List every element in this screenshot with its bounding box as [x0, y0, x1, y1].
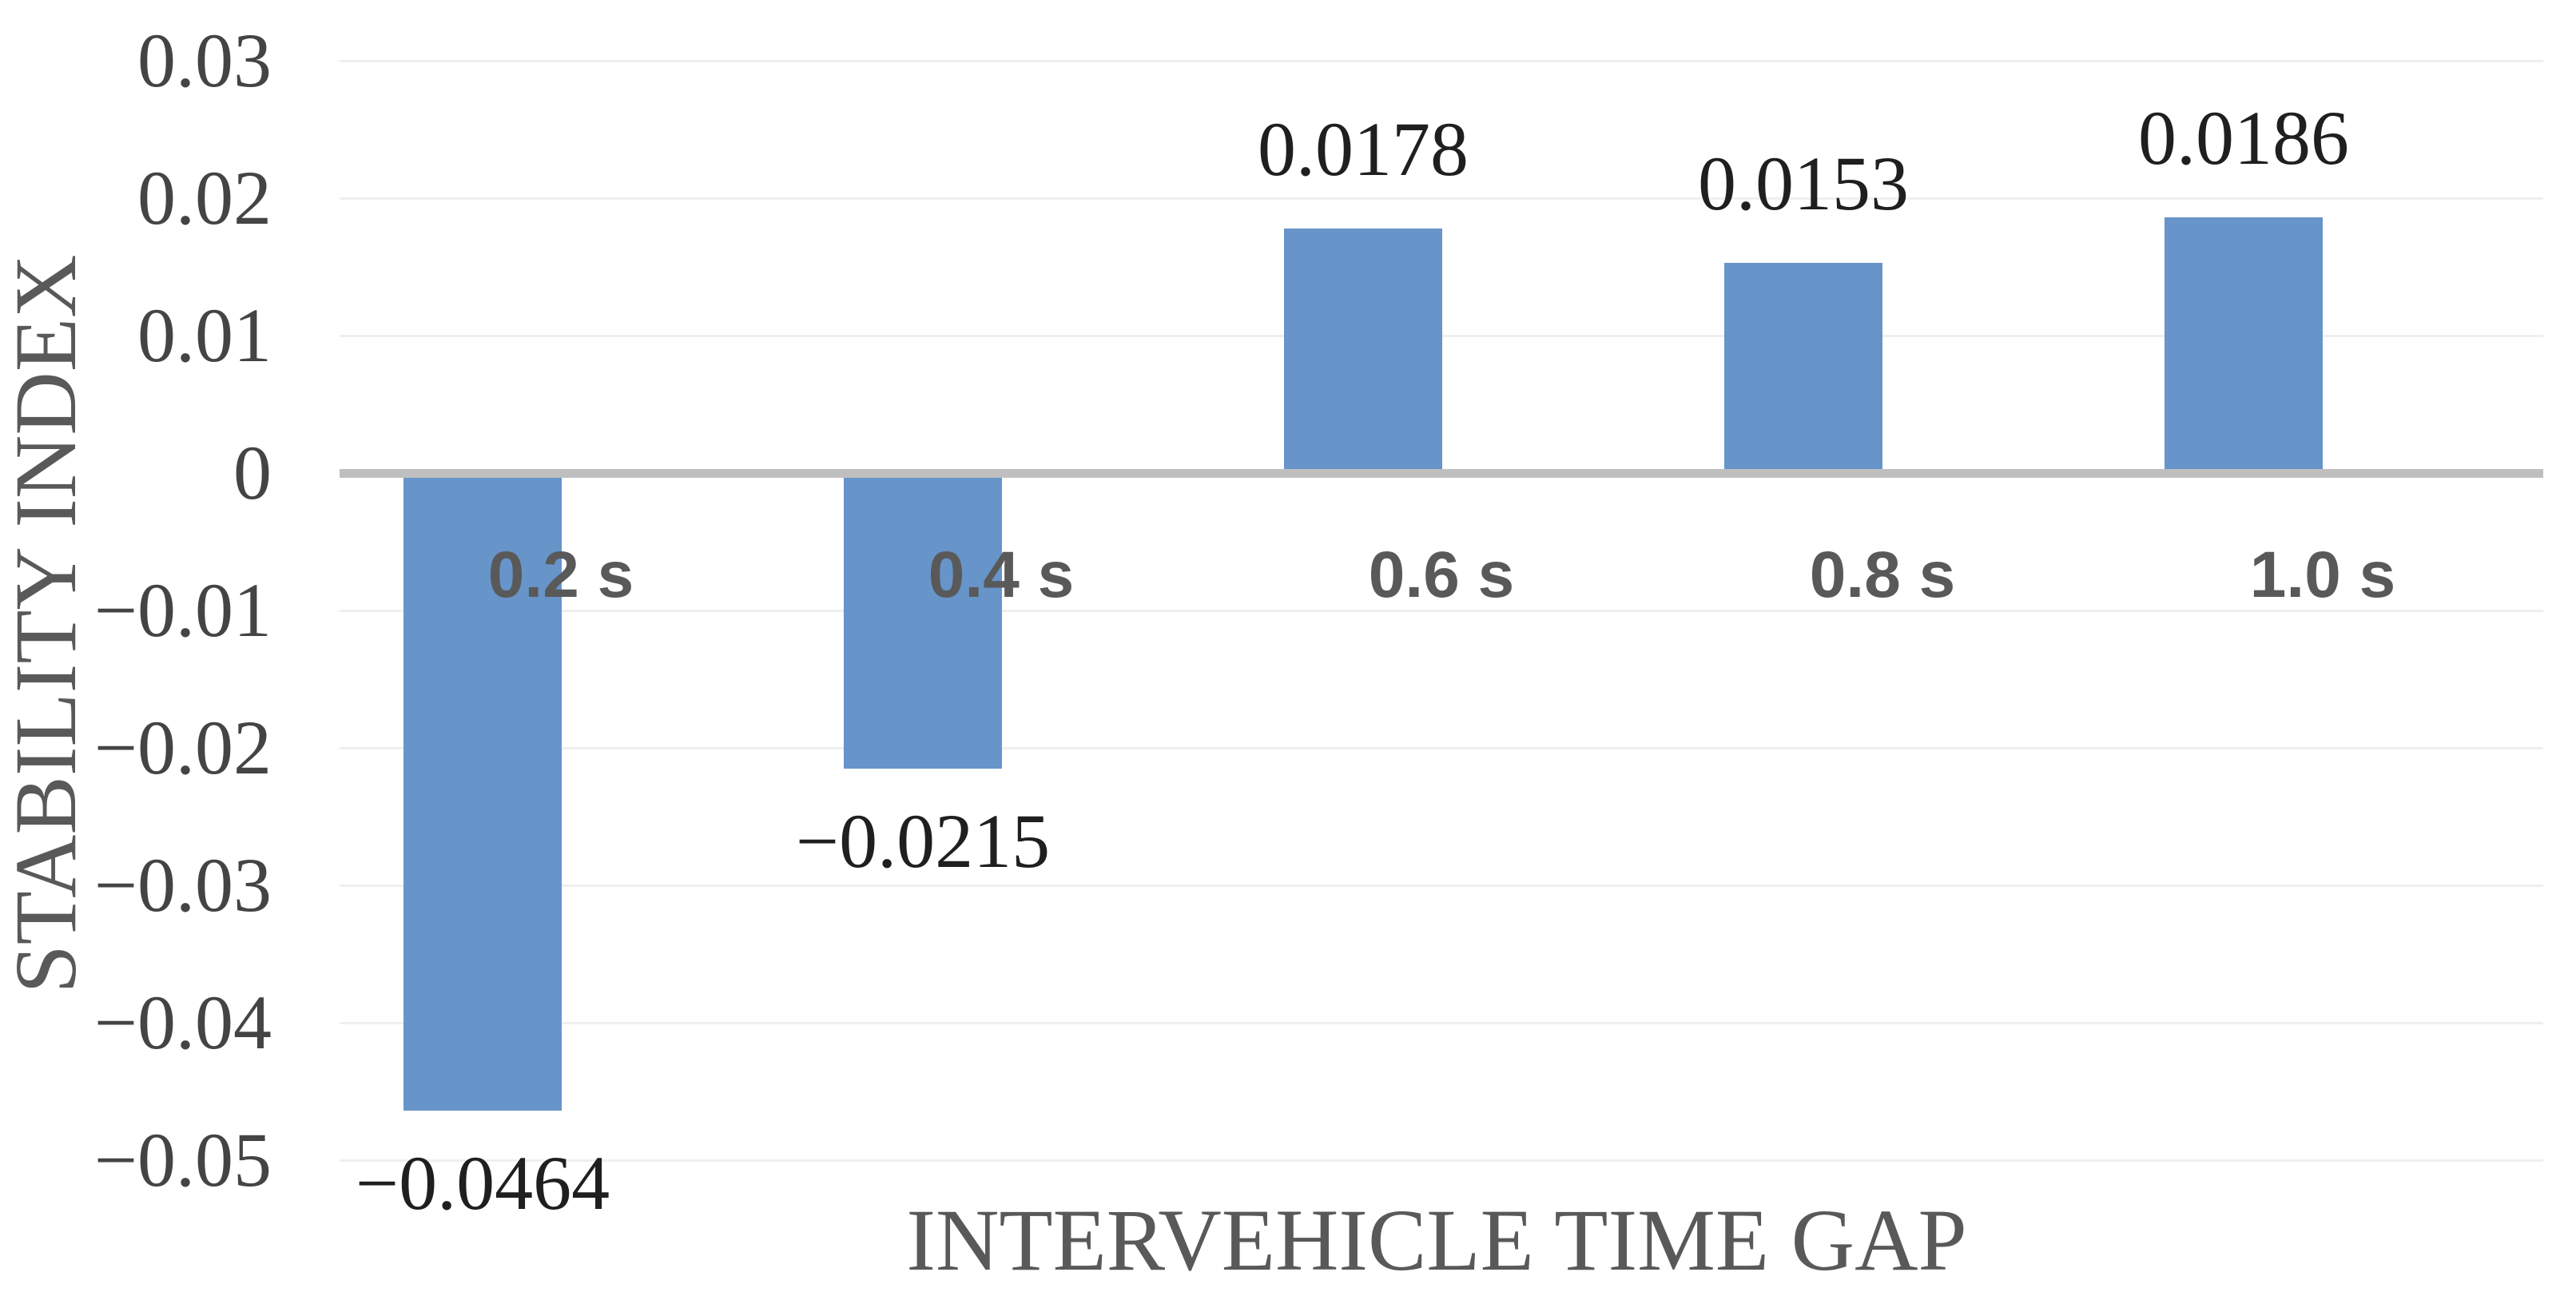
data-label: −0.0464 [355, 1140, 610, 1226]
gridline [340, 60, 2543, 62]
data-label: 0.0153 [1698, 140, 1909, 226]
y-tick-label: −0.05 [93, 1117, 272, 1203]
y-tick-label: −0.03 [93, 842, 272, 928]
y-tick-label: 0.01 [137, 292, 272, 378]
gridline [340, 1159, 2543, 1162]
category-label: 1.0 s [2249, 539, 2396, 611]
bar [1284, 228, 1442, 473]
category-label: 0.8 s [1809, 539, 1956, 611]
gridline [340, 197, 2543, 200]
gridline [340, 747, 2543, 749]
gridline [340, 1022, 2543, 1024]
y-tick-label: 0.02 [137, 155, 272, 241]
y-tick-label: −0.04 [93, 980, 272, 1065]
category-label: 0.2 s [487, 539, 634, 611]
y-tick-label: −0.01 [93, 567, 272, 653]
y-tick-label: 0 [233, 430, 272, 515]
zero-axis-line [340, 469, 2543, 478]
category-label: 0.4 s [928, 539, 1075, 611]
bar [403, 473, 562, 1111]
data-label: 0.0186 [2138, 95, 2349, 181]
category-label: 0.6 s [1368, 539, 1515, 611]
x-axis-title: INTERVEHICLE TIME GAP [906, 1191, 1967, 1289]
bar [2165, 217, 2323, 473]
y-tick-label: −0.02 [93, 705, 272, 790]
bar [1724, 262, 1882, 473]
bar [844, 473, 1002, 769]
data-label: −0.0215 [795, 797, 1051, 884]
gridline [340, 885, 2543, 887]
data-label: 0.0178 [1258, 105, 1469, 192]
y-tick-label: 0.03 [137, 18, 272, 103]
gridline [340, 610, 2543, 612]
